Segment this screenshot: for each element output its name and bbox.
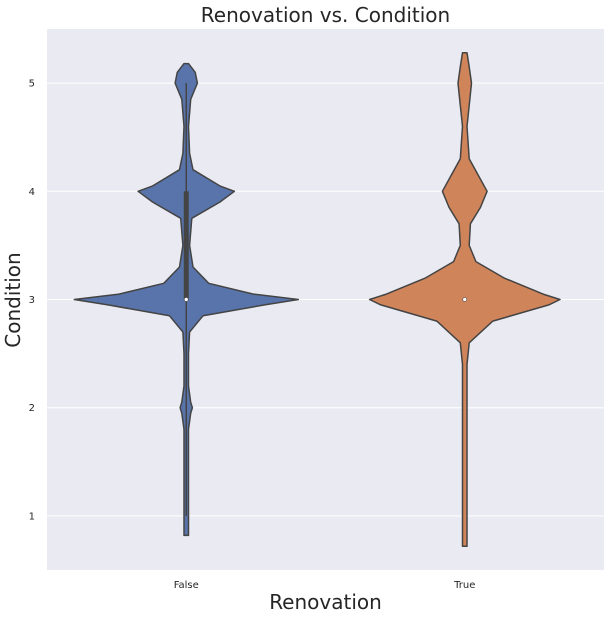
y-tick-label: 2 — [29, 403, 35, 414]
median-point-true — [462, 297, 468, 302]
chart-title: Renovation vs. Condition — [201, 3, 450, 27]
violin-true — [368, 52, 561, 547]
x-tick-label-false: False — [174, 580, 199, 591]
y-tick-label: 4 — [29, 187, 35, 198]
violins — [73, 52, 561, 547]
median-point-false — [183, 297, 189, 302]
y-tick-label: 1 — [29, 511, 35, 522]
y-tick-label: 5 — [29, 79, 35, 90]
y-axis-label: Condition — [1, 252, 25, 347]
x-axis-label: Renovation — [269, 590, 382, 614]
violin-false — [73, 62, 300, 537]
x-tick-labels: False True — [174, 580, 476, 591]
x-tick-label-true: True — [453, 580, 475, 591]
y-tick-labels: 1 2 3 4 5 — [29, 79, 35, 523]
iqr-box-false — [183, 191, 189, 300]
y-tick-label: 3 — [29, 295, 35, 306]
